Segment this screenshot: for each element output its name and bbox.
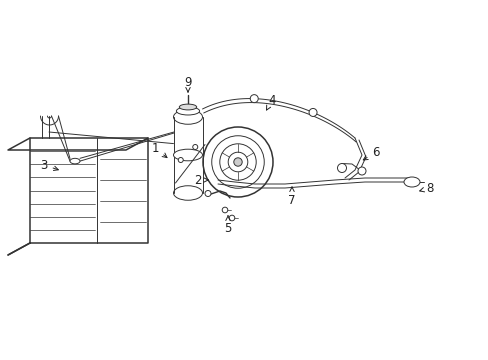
Ellipse shape [176, 107, 199, 115]
Ellipse shape [70, 158, 80, 164]
Ellipse shape [173, 110, 202, 124]
Ellipse shape [173, 186, 202, 200]
Circle shape [337, 163, 346, 172]
Text: 3: 3 [40, 158, 58, 171]
Circle shape [219, 144, 256, 180]
Ellipse shape [173, 149, 202, 161]
Ellipse shape [403, 177, 419, 187]
Circle shape [203, 127, 272, 197]
Circle shape [229, 215, 234, 221]
Text: 4: 4 [266, 94, 275, 110]
Circle shape [222, 207, 227, 213]
Text: 7: 7 [287, 187, 295, 207]
Text: 1: 1 [151, 141, 166, 158]
Circle shape [228, 152, 247, 172]
Text: 6: 6 [363, 145, 379, 160]
Circle shape [233, 158, 242, 166]
Ellipse shape [179, 104, 196, 110]
Circle shape [204, 190, 210, 197]
Circle shape [178, 158, 183, 162]
Text: 8: 8 [419, 181, 433, 194]
Circle shape [250, 95, 258, 103]
Circle shape [192, 144, 197, 149]
Text: 2: 2 [194, 174, 208, 186]
Text: 9: 9 [184, 76, 191, 92]
Circle shape [211, 136, 264, 188]
Circle shape [308, 108, 316, 116]
Text: 5: 5 [224, 216, 231, 234]
Circle shape [357, 167, 365, 175]
